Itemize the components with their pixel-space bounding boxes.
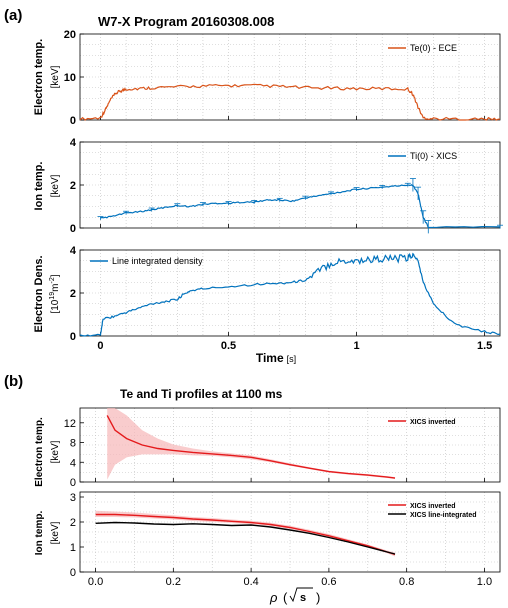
series-line-0 (106, 415, 396, 479)
svg-text:[keV]: [keV] (50, 440, 61, 463)
x-tick-label: 0.4 (243, 576, 258, 588)
series-line-0 (100, 184, 501, 229)
yunit-electron-dens: [1019m-2] (49, 274, 61, 313)
panel-label-b: (b) (4, 373, 23, 390)
y-tick-label: 12 (64, 418, 76, 430)
svg-text:Electron temp.: Electron temp. (34, 417, 45, 487)
y-tick-label: 4 (70, 457, 76, 469)
ylabel-electron-dens: Electron Dens. (33, 255, 45, 332)
x-tick-label: 1 (354, 340, 360, 352)
x-tick-label: 0.0 (88, 576, 103, 588)
chart-panel-0: 0 10 20 Te(0) - ECE (64, 29, 501, 127)
chart-panel-3: 0 4 8 12 XICS inverted (64, 407, 501, 489)
x-tick-label: 1.5 (477, 340, 492, 352)
uncertainty-band (95, 510, 396, 557)
axes-box (79, 491, 501, 573)
svg-text:[1019m-2]: [1019m-2] (49, 274, 61, 313)
x-tick-label: 1.0 (477, 576, 492, 588)
series-line-0 (79, 83, 501, 121)
legend-label-0: Ti(0) - XICS (410, 151, 457, 161)
y-tick-label: 0 (70, 331, 76, 343)
legend-label-0: Te(0) - ECE (410, 43, 457, 53)
legend-label-1: XICS line-integrated (410, 512, 477, 519)
svg-text:ρ: ρ (269, 590, 278, 605)
y-tick-label: 0 (70, 223, 76, 235)
svg-text:Ion temp.: Ion temp. (34, 511, 45, 556)
x-tick-label: 0 (97, 340, 103, 352)
ylabel-electron-temp-b: Electron temp. (34, 417, 45, 487)
svg-text:[keV]: [keV] (50, 521, 61, 544)
xlabel-rho: ρ ( s ) (269, 587, 320, 605)
x-tick-label: 0.6 (321, 576, 336, 588)
y-tick-label: 20 (64, 29, 76, 41)
yunit-ion-temp-a: [keV] (50, 174, 61, 197)
svg-text:Electron temp.: Electron temp. (33, 39, 45, 115)
svg-text:[keV]: [keV] (50, 174, 61, 197)
svg-text:(: ( (283, 590, 288, 605)
y-tick-label: 0 (70, 115, 76, 127)
chart-panel-1: 0 2 4 Ti(0) - XICS (70, 137, 503, 235)
chart-panel-4: 0 1 2 3 0.0 0.2 0.4 0.6 0.8 1.0 XICS inverted XICS … (70, 491, 501, 588)
axes-box (79, 407, 501, 483)
y-tick-label: 0 (70, 477, 76, 489)
chart-title-b: Te and Ti profiles at 1100 ms (120, 387, 283, 401)
y-tick-label: 2 (70, 180, 76, 192)
chart-title-a: W7-X Program 20160308.008 (98, 14, 274, 29)
legend-label-0: XICS inverted (410, 503, 456, 510)
y-tick-label: 4 (70, 245, 77, 257)
yunit-electron-temp-a: [keV] (50, 65, 61, 88)
svg-text:Electron Dens.: Electron Dens. (33, 255, 45, 332)
y-tick-label: 4 (70, 137, 77, 149)
ylabel-electron-temp-a: Electron temp. (33, 39, 45, 115)
legend-label-0: XICS inverted (410, 419, 456, 426)
series-line-0 (79, 252, 501, 337)
x-tick-label: 0.2 (166, 576, 181, 588)
ylabel-ion-temp-a: Ion temp. (33, 162, 45, 211)
series-line-1 (95, 521, 396, 555)
svg-text:s: s (300, 592, 306, 604)
uncertainty-band (107, 408, 395, 480)
svg-text:[keV]: [keV] (50, 65, 61, 88)
y-tick-label: 2 (70, 288, 76, 300)
y-tick-label: 1 (70, 542, 76, 554)
y-tick-label: 10 (64, 72, 76, 84)
svg-text:Ion temp.: Ion temp. (33, 162, 45, 211)
svg-text:): ) (316, 590, 320, 605)
y-tick-label: 3 (70, 492, 76, 504)
yunit-ion-temp-b: [keV] (50, 521, 61, 544)
chart-panel-2: 0 2 4 0 0.5 1 1.5 Line integrated density (70, 245, 501, 352)
y-tick-label: 8 (70, 438, 76, 450)
legend-label-0: Line integrated density (112, 256, 203, 266)
xlabel-time: Time [s] (256, 351, 296, 365)
y-tick-label: 2 (70, 517, 76, 529)
y-tick-label: 0 (70, 567, 76, 579)
series-line-0 (95, 513, 396, 556)
ylabel-ion-temp-b: Ion temp. (34, 511, 45, 556)
yunit-electron-temp-b: [keV] (50, 440, 61, 463)
panel-label-a: (a) (4, 7, 22, 24)
x-tick-label: 0.5 (221, 340, 236, 352)
x-tick-label: 0.8 (399, 576, 414, 588)
